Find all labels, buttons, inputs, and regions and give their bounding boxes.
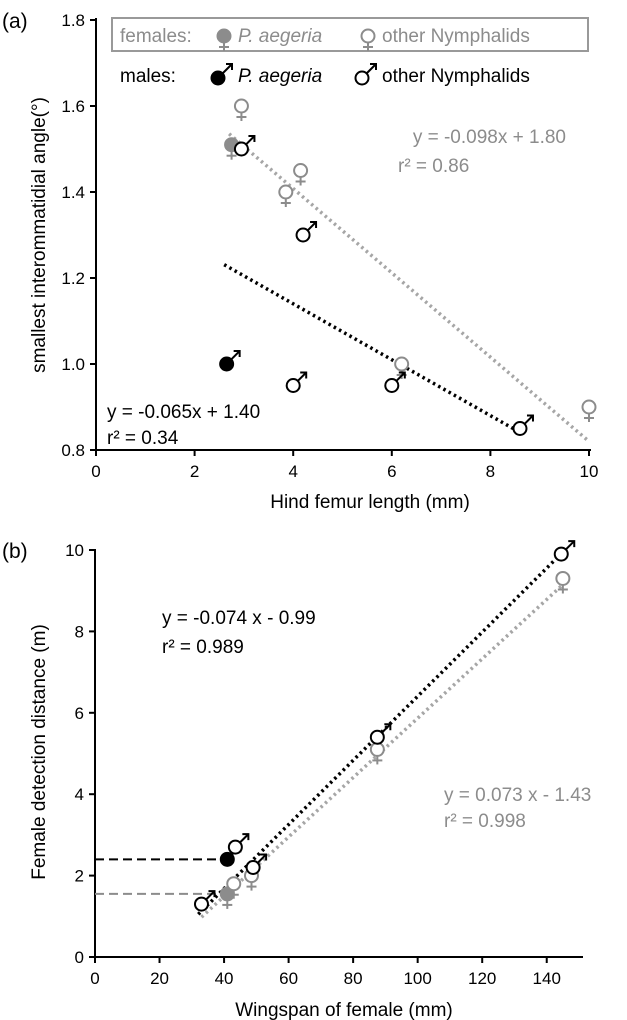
- panel-b-x-tick-label: 60: [279, 969, 298, 988]
- panel-a-y-tick-label: 1.2: [61, 269, 85, 288]
- legend-male-aegeria-marker: [210, 63, 233, 86]
- panel-a-male-other-point: [512, 414, 534, 436]
- panel-b-female-other-point: [555, 570, 571, 594]
- panel-a-male-other-point: [295, 221, 318, 243]
- legend-box: [111, 17, 589, 52]
- panel-b-fit-lines: [197, 550, 565, 919]
- panel-a-female-other-point: [293, 163, 309, 186]
- legend-male-aegeria-label: P. aegeria: [238, 66, 322, 87]
- panel-b-y-tick-label: 0: [75, 948, 84, 967]
- panel-a-x-tick-label: 4: [288, 462, 297, 481]
- panel-a-male-other-point: [233, 135, 256, 157]
- panel-b-y-tick-label: 8: [75, 622, 84, 641]
- panel-a-female-other-point: [581, 399, 597, 422]
- panel-b-x-tick-label: 80: [344, 969, 363, 988]
- panel-b-x-tick-label: 120: [468, 969, 496, 988]
- panel-a-x-tick-label: 6: [387, 462, 396, 481]
- legend-females-prefix: females:: [120, 26, 192, 47]
- panel-a-y-tick-label: 0.8: [61, 441, 85, 460]
- panel-a-x-label: Hind femur length (mm): [270, 492, 470, 513]
- panel-a-y-tick-label: 1.0: [61, 355, 85, 374]
- panel-a-female-other-point: [278, 184, 294, 207]
- panel-b-x-tick-label: 20: [150, 969, 169, 988]
- panel-b-male-other-point: [227, 833, 250, 855]
- panel-b-male-other-point: [245, 853, 268, 875]
- panel-a-legend: females: P. aegeria other Nymphalids mal…: [111, 17, 589, 87]
- panel-a-male-fit-line: [223, 263, 521, 434]
- panel-b: (b) 0 20 40 60 80 100 120 140 0 2 4 6 8 10 Wingspan o…: [2, 540, 591, 1020]
- panel-b-x-tick-label: 140: [533, 969, 561, 988]
- panel-a-x-tick-label: 0: [91, 462, 100, 481]
- legend-female-aegeria-label: P. aegeria: [238, 26, 322, 47]
- panel-b-x-tick-label: 40: [215, 969, 234, 988]
- panel-a-male-other-point: [285, 371, 308, 393]
- panel-b-female-fit-line: [200, 583, 565, 919]
- legend-female-other-marker: [360, 28, 376, 51]
- panel-b-male-other-point: [193, 890, 216, 912]
- panel-a-female-r2: r² = 0.86: [398, 156, 469, 177]
- legend-male-other-label: other Nymphalids: [382, 66, 530, 87]
- panel-a-x-tick-label: 10: [580, 462, 599, 481]
- panel-a-male-other-point: [384, 371, 406, 393]
- panel-b-ticks: 0 20 40 60 80 100 120 140 0 2 4 6 8 10: [65, 541, 561, 988]
- panel-b-x-tick-label: 0: [90, 969, 99, 988]
- legend-female-aegeria-marker: [216, 28, 232, 51]
- panel-a-ticks: 0 2 4 6 8 10 0.8 1.0 1.2 1.4 1.6 1.8: [61, 11, 598, 481]
- panel-a-x-tick-label: 2: [190, 462, 199, 481]
- panel-b-female-equation: y = 0.073 x - 1.43: [444, 785, 591, 806]
- panel-b-y-tick-label: 4: [75, 785, 84, 804]
- panel-b-y-tick-label: 6: [75, 704, 84, 723]
- panel-a: (a) 0 2 4 6 8 10 0.8 1.0 1.2 1.4 1.6 1.8 Hind femur…: [2, 10, 598, 513]
- panel-b-x-label: Wingspan of female (mm): [235, 1000, 453, 1020]
- panel-b-y-label: Female detection distance (m): [29, 624, 50, 880]
- panel-a-female-other-point: [233, 98, 249, 121]
- panel-a-y-tick-label: 1.4: [61, 183, 85, 202]
- panel-a-female-equation: y = -0.098x + 1.80: [413, 127, 566, 148]
- panel-b-reference-lines: [95, 858, 228, 895]
- panel-a-label: (a): [2, 10, 28, 33]
- panel-a-y-tick-label: 1.8: [61, 11, 85, 30]
- panel-a-points: [219, 98, 597, 436]
- panel-a-male-aegeria-point: [219, 350, 241, 372]
- panel-a-x-tick-label: 8: [486, 462, 495, 481]
- panel-a-fit-lines: [223, 132, 591, 443]
- panel-b-label: (b): [2, 540, 28, 563]
- panel-b-x-tick-label: 100: [403, 969, 431, 988]
- panel-b-male-equation: y = -0.074 x - 0.99: [162, 608, 316, 629]
- panel-b-male-other-point: [369, 723, 392, 745]
- panel-b-female-r2: r² = 0.998: [444, 811, 526, 832]
- legend-males-prefix: males:: [120, 66, 176, 87]
- panel-b-female-other-point: [369, 741, 385, 765]
- legend-female-other-label: other Nymphalids: [382, 26, 530, 47]
- panel-b-points: [193, 540, 576, 912]
- panel-a-y-tick-label: 1.6: [61, 97, 85, 116]
- panel-b-y-tick-label: 10: [65, 541, 84, 560]
- panel-b-male-r2: r² = 0.989: [162, 637, 244, 658]
- panel-b-female-other-point: [226, 876, 242, 899]
- panel-a-male-equation: y = -0.065x + 1.40: [107, 402, 260, 423]
- panel-a-female-fit-line: [227, 132, 591, 443]
- panel-b-y-tick-label: 2: [75, 867, 84, 886]
- panel-a-male-r2: r² = 0.34: [107, 428, 179, 449]
- panel-b-male-fit-line: [197, 550, 565, 916]
- panel-b-male-other-point: [553, 540, 576, 562]
- legend-male-other-marker: [354, 63, 377, 86]
- panel-a-y-label: smallest interommatidial angle(°): [29, 97, 50, 373]
